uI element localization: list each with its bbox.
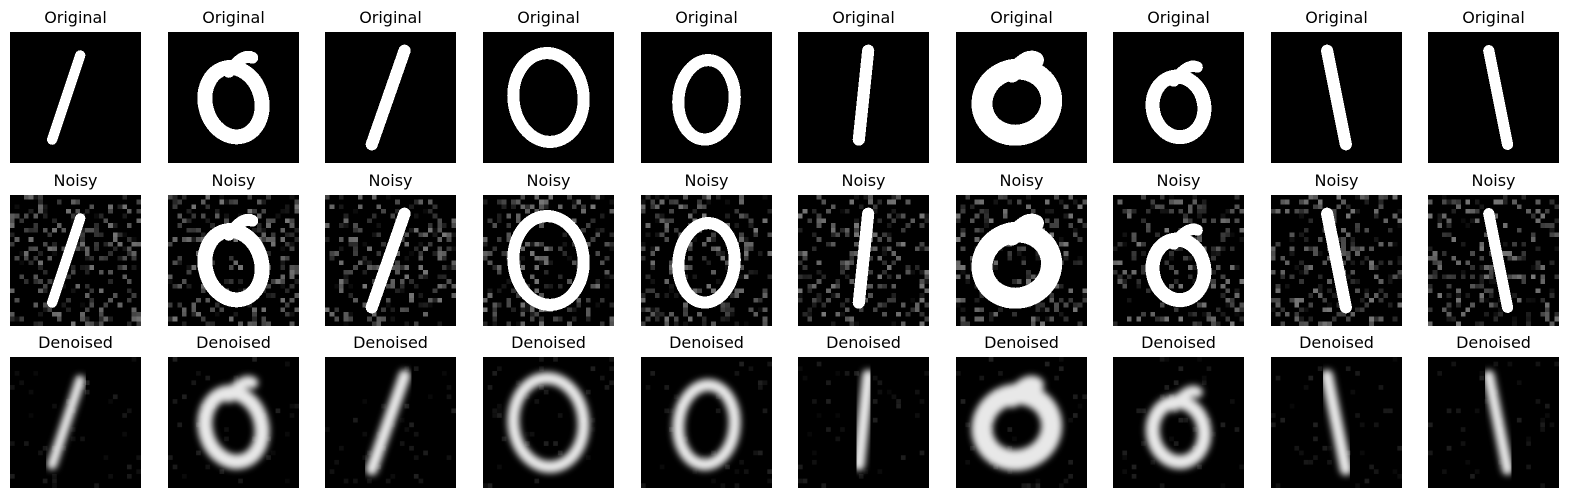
original-title: Original bbox=[202, 8, 265, 27]
noisy-digit-image bbox=[798, 195, 929, 326]
original-digit-image bbox=[325, 32, 456, 163]
noisy-title: Noisy bbox=[368, 171, 413, 190]
denoised-title: Denoised bbox=[38, 333, 113, 352]
noisy-digit-image bbox=[641, 195, 772, 326]
noisy-digit-image bbox=[1271, 195, 1402, 326]
denoised-title: Denoised bbox=[669, 333, 744, 352]
denoised-digit-image bbox=[1271, 357, 1402, 488]
original-title: Original bbox=[1462, 8, 1525, 27]
original-digit-image bbox=[798, 32, 929, 163]
original-title: Original bbox=[44, 8, 107, 27]
original-title: Original bbox=[675, 8, 738, 27]
denoised-title: Denoised bbox=[826, 333, 901, 352]
denoised-digit-image bbox=[956, 357, 1087, 488]
original-digit-image bbox=[1113, 32, 1244, 163]
noisy-title: Noisy bbox=[1471, 171, 1516, 190]
denoised-digit-image bbox=[168, 357, 299, 488]
noisy-digit-image bbox=[1113, 195, 1244, 326]
denoised-digit-image bbox=[1113, 357, 1244, 488]
original-digit-image bbox=[10, 32, 141, 163]
noisy-digit-image bbox=[325, 195, 456, 326]
noisy-title: Noisy bbox=[841, 171, 886, 190]
noisy-title: Noisy bbox=[526, 171, 571, 190]
original-title: Original bbox=[517, 8, 580, 27]
original-digit-image bbox=[483, 32, 614, 163]
noisy-digit-image bbox=[483, 195, 614, 326]
denoised-title: Denoised bbox=[1299, 333, 1374, 352]
original-digit-image bbox=[641, 32, 772, 163]
denoised-title: Denoised bbox=[196, 333, 271, 352]
original-digit-image bbox=[168, 32, 299, 163]
original-title: Original bbox=[1147, 8, 1210, 27]
original-title: Original bbox=[359, 8, 422, 27]
noisy-title: Noisy bbox=[53, 171, 98, 190]
denoised-digit-image bbox=[1428, 357, 1559, 488]
denoised-title: Denoised bbox=[1456, 333, 1531, 352]
denoised-title: Denoised bbox=[511, 333, 586, 352]
denoised-digit-image bbox=[483, 357, 614, 488]
original-title: Original bbox=[990, 8, 1053, 27]
original-digit-image bbox=[1271, 32, 1402, 163]
original-title: Original bbox=[832, 8, 895, 27]
denoised-digit-image bbox=[10, 357, 141, 488]
denoised-title: Denoised bbox=[353, 333, 428, 352]
denoised-digit-image bbox=[325, 357, 456, 488]
denoised-digit-image bbox=[641, 357, 772, 488]
noisy-title: Noisy bbox=[1156, 171, 1201, 190]
original-digit-image bbox=[956, 32, 1087, 163]
original-title: Original bbox=[1305, 8, 1368, 27]
denoised-digit-image bbox=[798, 357, 929, 488]
noisy-title: Noisy bbox=[1314, 171, 1359, 190]
original-digit-image bbox=[1428, 32, 1559, 163]
noisy-title: Noisy bbox=[684, 171, 729, 190]
noisy-digit-image bbox=[1428, 195, 1559, 326]
noisy-digit-image bbox=[168, 195, 299, 326]
noisy-digit-image bbox=[956, 195, 1087, 326]
noisy-title: Noisy bbox=[211, 171, 256, 190]
denoised-title: Denoised bbox=[1141, 333, 1216, 352]
denoised-title: Denoised bbox=[984, 333, 1059, 352]
noisy-digit-image bbox=[10, 195, 141, 326]
noisy-title: Noisy bbox=[999, 171, 1044, 190]
